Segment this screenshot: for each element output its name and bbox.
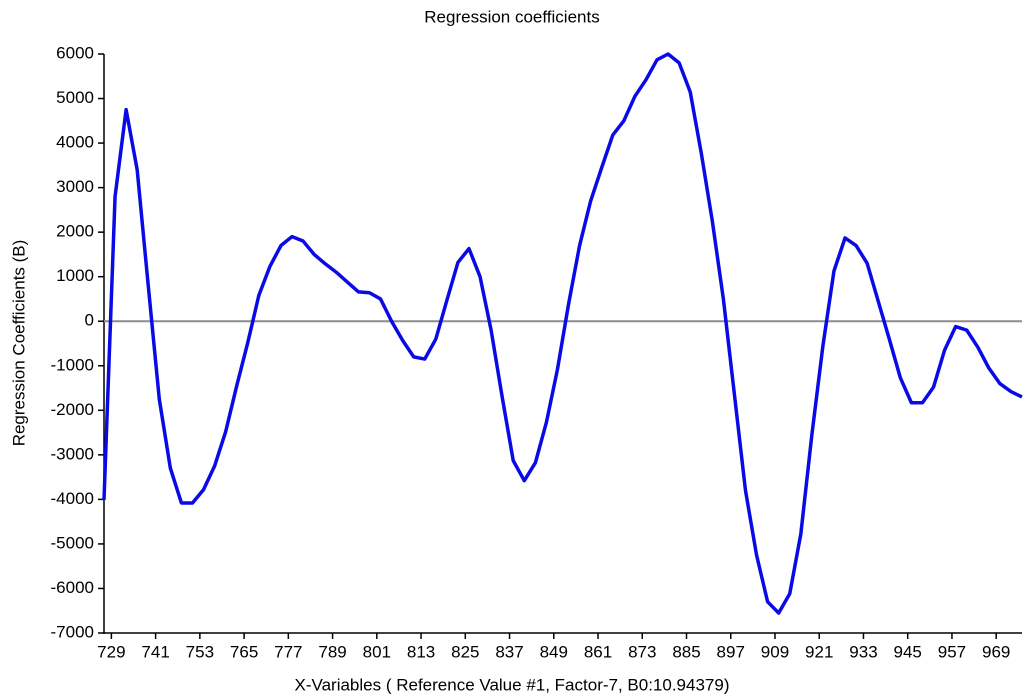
x-tick-label: 849: [540, 642, 568, 661]
y-tick-label: -2000: [51, 400, 94, 419]
y-tick-label: 2000: [56, 222, 94, 241]
y-tick-label: 6000: [56, 43, 94, 62]
y-tick-label: -6000: [51, 578, 94, 597]
y-tick-label: -7000: [51, 622, 94, 641]
y-tick-label: -4000: [51, 489, 94, 508]
y-tick-label: 0: [85, 311, 94, 330]
x-tick-label: 837: [495, 642, 523, 661]
x-tick-label: 777: [274, 642, 302, 661]
x-tick-label: 801: [363, 642, 391, 661]
x-tick-label: 969: [982, 642, 1010, 661]
x-tick-label: 861: [584, 642, 612, 661]
y-tick-label: 3000: [56, 177, 94, 196]
y-tick-label: 4000: [56, 133, 94, 152]
x-tick-label: 789: [318, 642, 346, 661]
x-tick-label: 765: [230, 642, 258, 661]
y-tick-label: 5000: [56, 88, 94, 107]
y-tick-label: 1000: [56, 266, 94, 285]
x-tick-label: 825: [451, 642, 479, 661]
x-tick-label: 933: [849, 642, 877, 661]
x-tick-label: 813: [407, 642, 435, 661]
y-tick-label: -5000: [51, 533, 94, 552]
x-tick-label: 909: [761, 642, 789, 661]
x-tick-label: 957: [938, 642, 966, 661]
x-tick-label: 873: [628, 642, 656, 661]
x-tick-label: 945: [894, 642, 922, 661]
x-tick-label: 897: [717, 642, 745, 661]
y-tick-label: -1000: [51, 355, 94, 374]
x-axis-label: X-Variables ( Reference Value #1, Factor…: [295, 675, 730, 694]
x-tick-label: 753: [186, 642, 214, 661]
y-tick-label: -3000: [51, 444, 94, 463]
data-line: [102, 52, 1023, 615]
chart-title: Regression coefficients: [424, 7, 599, 26]
x-tick-label: 729: [97, 642, 125, 661]
y-axis-label: Regression Coefficients (B): [9, 240, 28, 447]
x-tick-label: 741: [141, 642, 169, 661]
x-tick-label: 885: [672, 642, 700, 661]
x-tick-label: 921: [805, 642, 833, 661]
